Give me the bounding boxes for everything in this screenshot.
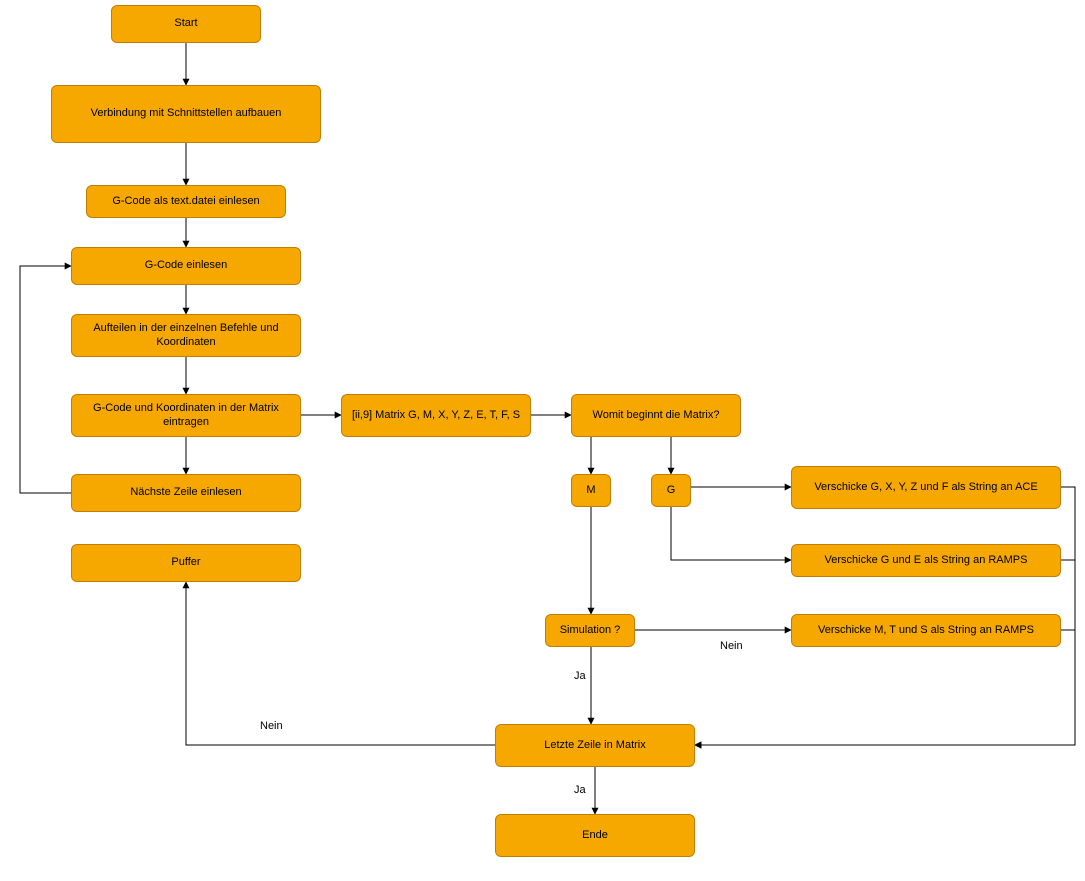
flow-edge-vers_mts-letzte (695, 630, 1075, 745)
flow-node-g_node: G (651, 474, 691, 507)
flow-node-label: Womit beginnt die Matrix? (593, 409, 720, 422)
flow-edge-vers_ge-letzte (695, 560, 1075, 745)
flow-node-eintragen: G-Code und Koordinaten in der Matrix ein… (71, 394, 301, 437)
flow-node-label: G-Code einlesen (145, 259, 228, 272)
flow-node-vers_mts: Verschicke M, T und S als String an RAMP… (791, 614, 1061, 647)
flow-node-matrix: [ii,9] Matrix G, M, X, Y, Z, E, T, F, S (341, 394, 531, 437)
flow-node-simulation: Simulation ? (545, 614, 635, 647)
flow-node-label: Verschicke G und E als String an RAMPS (825, 554, 1028, 567)
flow-node-vers_ge: Verschicke G und E als String an RAMPS (791, 544, 1061, 577)
flow-node-vers_ace: Verschicke G, X, Y, Z und F als String a… (791, 466, 1061, 509)
flow-node-label: [ii,9] Matrix G, M, X, Y, Z, E, T, F, S (352, 409, 520, 422)
flow-node-label: Puffer (171, 556, 200, 569)
flowchart-canvas: Start Verbindung mit Schnittstellen aufba… (0, 0, 1085, 881)
flow-node-label: G-Code und Koordinaten in der Matrix ein… (78, 402, 294, 428)
flow-node-label: G (667, 484, 676, 497)
flow-node-label: Verschicke G, X, Y, Z und F als String a… (814, 481, 1037, 494)
flow-edge-label: Ja (574, 784, 586, 796)
flow-node-label: G-Code als text.datei einlesen (112, 195, 259, 208)
flow-node-label: Aufteilen in der einzelnen Befehle und K… (78, 322, 294, 348)
flow-node-letzte: Letzte Zeile in Matrix (495, 724, 695, 767)
flow-node-gcode_read: G-Code einlesen (71, 247, 301, 285)
flow-edge-label: Ja (574, 670, 586, 682)
flow-edge-label: Nein (720, 640, 743, 652)
flow-edge-naechste-gcode_read (20, 266, 71, 493)
flow-node-womit: Womit beginnt die Matrix? (571, 394, 741, 437)
flow-node-aufteilen: Aufteilen in der einzelnen Befehle und K… (71, 314, 301, 357)
flow-edge-label: Nein (260, 720, 283, 732)
flow-edge-letzte-puffer (186, 582, 495, 745)
flow-node-label: Ende (582, 829, 608, 842)
flow-node-label: Verschicke M, T und S als String an RAMP… (818, 624, 1034, 637)
flow-node-verbindung: Verbindung mit Schnittstellen aufbauen (51, 85, 321, 143)
flow-node-naechste: Nächste Zeile einlesen (71, 474, 301, 512)
flow-node-gcode_txt: G-Code als text.datei einlesen (86, 185, 286, 218)
flow-node-label: Letzte Zeile in Matrix (544, 739, 645, 752)
flow-edge-g_node-vers_ge (671, 507, 791, 560)
flow-node-label: M (586, 484, 595, 497)
flow-node-m_node: M (571, 474, 611, 507)
flow-node-label: Simulation ? (560, 624, 621, 637)
flow-node-label: Verbindung mit Schnittstellen aufbauen (91, 107, 282, 120)
flow-node-start: Start (111, 5, 261, 43)
flow-node-label: Nächste Zeile einlesen (130, 486, 241, 499)
flow-node-ende: Ende (495, 814, 695, 857)
flow-node-puffer: Puffer (71, 544, 301, 582)
flow-node-label: Start (174, 17, 197, 30)
